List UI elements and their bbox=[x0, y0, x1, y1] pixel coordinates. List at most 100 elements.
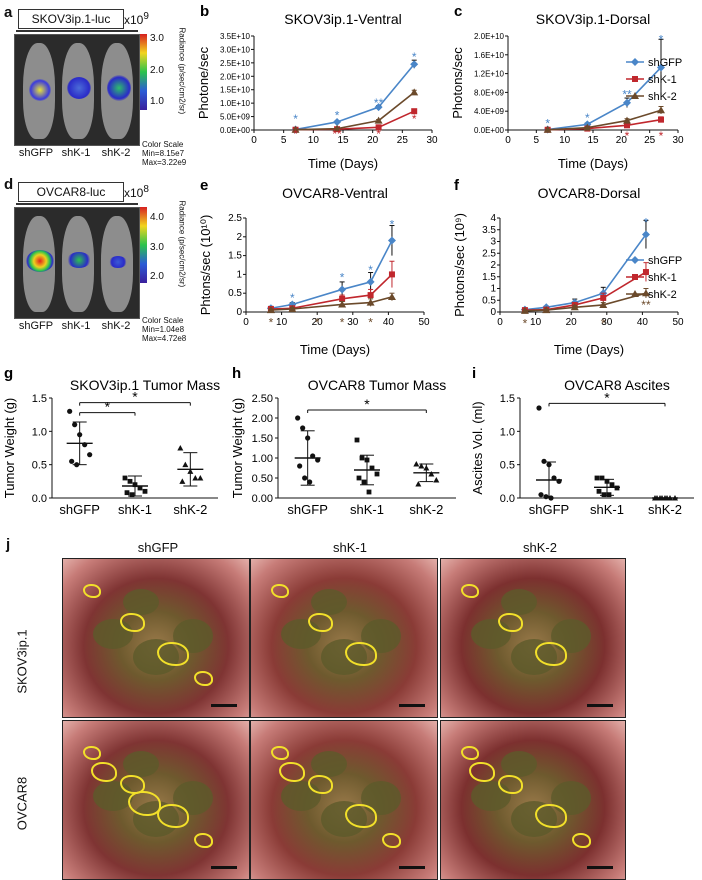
data-point bbox=[359, 455, 365, 461]
colorbar-label: Radiance (p/sec/cm2/sr) bbox=[177, 27, 187, 115]
data-point bbox=[69, 458, 75, 464]
significance-marker: * bbox=[601, 317, 606, 331]
tumor-outline bbox=[194, 833, 213, 848]
y-axis-label: Tumor Weight (g) bbox=[230, 398, 245, 498]
significance-marker: * bbox=[376, 127, 381, 141]
legend-label: shK-2 bbox=[648, 289, 677, 301]
data-point bbox=[366, 489, 372, 495]
data-point bbox=[197, 475, 204, 481]
data-point bbox=[601, 492, 607, 498]
data-point-shK-2 bbox=[374, 116, 383, 124]
data-point-shGFP bbox=[657, 63, 665, 72]
data-point bbox=[192, 475, 199, 481]
x-tick-label: 15 bbox=[337, 135, 349, 146]
legend-marker bbox=[632, 274, 638, 280]
x-tick-label: 15 bbox=[587, 135, 599, 146]
color-scale-note: Color Scale Min=8.15e7 Max=3.22e9 bbox=[142, 140, 187, 167]
y-tick-label: 3 bbox=[490, 237, 496, 248]
significance-marker: * bbox=[340, 270, 345, 284]
y-tick-label: 2.0E+10 bbox=[220, 72, 251, 81]
data-point bbox=[556, 478, 562, 484]
y-tick-label: 4.0E+09 bbox=[474, 107, 505, 116]
x-tick-label: 40 bbox=[637, 317, 649, 328]
y-tick-label: 2.00 bbox=[252, 413, 273, 425]
chart-title: OVCAR8-Ventral bbox=[282, 185, 388, 201]
dissection-photo bbox=[62, 720, 250, 880]
data-point bbox=[297, 463, 303, 469]
scale-bar bbox=[399, 704, 425, 707]
category-label: shK-2 bbox=[409, 502, 443, 517]
y-axis-label: Photone/sec bbox=[196, 46, 211, 119]
column-label: shK-1 bbox=[333, 540, 367, 555]
colorbar-tick: 2.0 bbox=[150, 271, 164, 282]
category-label: shK-1 bbox=[118, 502, 152, 517]
y-tick-label: 1.0 bbox=[32, 426, 47, 438]
panel-label-b: b bbox=[200, 3, 209, 20]
group-label: shGFP bbox=[18, 320, 54, 332]
data-point-shK-2 bbox=[543, 125, 552, 133]
x-tick-label: 30 bbox=[426, 135, 438, 146]
data-point bbox=[74, 462, 80, 468]
y-tick-label: 0 bbox=[236, 307, 242, 318]
scale-bar bbox=[587, 866, 613, 869]
significance-marker: ** bbox=[641, 298, 651, 312]
group-label: shK-2 bbox=[101, 320, 131, 332]
panel-label-a: a bbox=[4, 4, 13, 21]
y-tick-label: 0.50 bbox=[252, 473, 273, 485]
legend-label: shK-2 bbox=[648, 91, 677, 103]
x-axis-label: Time (Days) bbox=[308, 156, 378, 171]
data-point-shK-2 bbox=[366, 298, 375, 306]
data-point-shGFP bbox=[374, 103, 383, 112]
tumor-outline bbox=[535, 642, 567, 666]
group-label: shK-2 bbox=[101, 147, 131, 159]
scale-bar bbox=[399, 866, 425, 869]
data-point bbox=[551, 475, 557, 481]
data-point bbox=[428, 471, 435, 477]
scale-bar bbox=[587, 704, 613, 707]
organ-shape bbox=[311, 589, 347, 615]
x-tick-label: 20 bbox=[312, 317, 324, 328]
y-tick-label: 1.6E+10 bbox=[474, 51, 505, 60]
tumor-outline bbox=[194, 671, 213, 686]
x-tick-label: 40 bbox=[383, 317, 395, 328]
legend-marker bbox=[631, 290, 639, 297]
data-point bbox=[614, 485, 620, 491]
x-tick-label: 30 bbox=[347, 317, 359, 328]
scale-bar bbox=[211, 704, 237, 707]
tumor-outline bbox=[157, 804, 189, 828]
legend-marker bbox=[631, 92, 639, 99]
significance-marker: * bbox=[269, 315, 274, 329]
tumor-outline bbox=[345, 804, 377, 828]
data-point bbox=[672, 495, 678, 501]
data-point bbox=[179, 478, 186, 484]
y-tick-label: 0.5 bbox=[482, 295, 496, 306]
y-tick-label: 1.2E+10 bbox=[474, 70, 505, 79]
panel-d-divider bbox=[16, 203, 138, 205]
category-label: shK-2 bbox=[173, 502, 207, 517]
series-line-shK-2 bbox=[547, 109, 662, 131]
chart-title: OVCAR8 Tumor Mass bbox=[308, 377, 446, 393]
category-label: shK-1 bbox=[350, 502, 384, 517]
y-tick-label: 3.5 bbox=[482, 225, 496, 236]
data-point-shK-2 bbox=[520, 306, 529, 314]
x-axis-label: Time (Days) bbox=[300, 342, 370, 357]
category-label: shGFP bbox=[59, 502, 99, 517]
colorbar-tick: 3.0 bbox=[150, 242, 164, 253]
data-point-shK-2 bbox=[570, 303, 579, 311]
legend-marker bbox=[631, 58, 639, 66]
x-tick-label: 30 bbox=[672, 135, 684, 146]
series-line-shGFP bbox=[295, 63, 415, 131]
y-tick-label: 5.0E+09 bbox=[220, 113, 251, 122]
chart-h-ovcar8-tumor-mass: h OVCAR8 Tumor Mass 0.00 0.50 1.00 1.50 2.00 2.… bbox=[230, 365, 456, 517]
data-point bbox=[364, 457, 370, 463]
panel-label-d: d bbox=[4, 176, 14, 193]
y-tick-label: 3.0E+10 bbox=[220, 45, 251, 54]
legend-label: shGFP bbox=[648, 255, 682, 267]
panel-d-scale-exp: x108 bbox=[124, 184, 149, 200]
x-tick-label: 0 bbox=[505, 135, 511, 146]
data-point-shGFP bbox=[387, 236, 396, 245]
column-label: shK-2 bbox=[523, 540, 557, 555]
data-point bbox=[659, 495, 665, 501]
tumor-outline bbox=[382, 833, 401, 848]
y-tick-label: 1.00 bbox=[252, 453, 273, 465]
